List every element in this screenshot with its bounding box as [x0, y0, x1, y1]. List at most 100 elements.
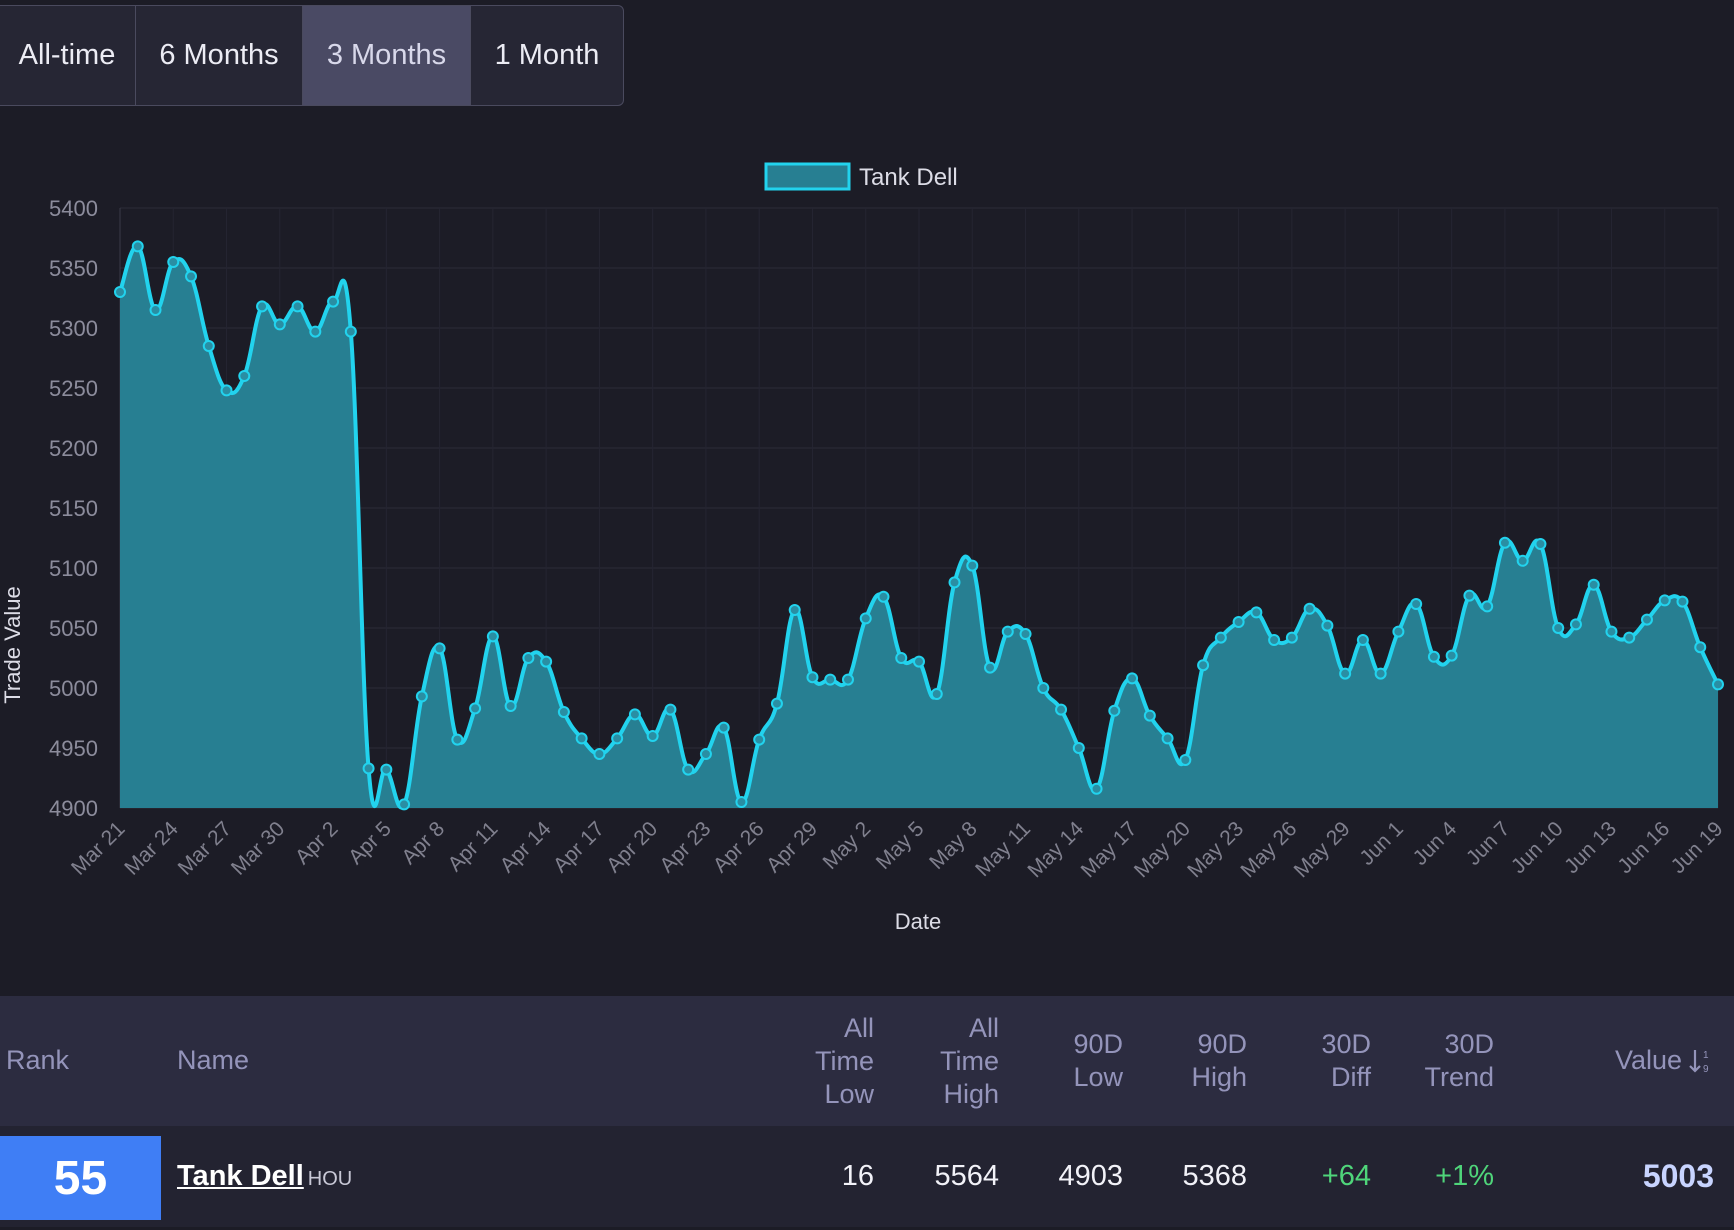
data-point[interactable] [433, 642, 446, 655]
data-point[interactable] [451, 733, 464, 746]
data-point[interactable] [557, 706, 570, 718]
data-point[interactable] [1285, 631, 1298, 644]
data-point[interactable] [824, 673, 837, 686]
data-point[interactable] [806, 671, 819, 684]
data-point[interactable] [628, 708, 641, 721]
data-point[interactable] [1427, 650, 1440, 663]
data-point[interactable] [1623, 631, 1636, 644]
data-point[interactable] [1214, 631, 1227, 644]
data-point[interactable] [753, 733, 766, 746]
data-point[interactable] [575, 732, 588, 745]
data-point[interactable] [1161, 732, 1174, 745]
sort-descending-icon[interactable]: 1 9 [1688, 1047, 1714, 1075]
header-30d-diff[interactable]: 30D Diff [1321, 1029, 1371, 1092]
data-point[interactable] [1001, 625, 1014, 638]
data-point[interactable] [1410, 598, 1423, 610]
data-point[interactable] [1126, 672, 1139, 685]
data-point[interactable] [1072, 742, 1085, 754]
data-point[interactable] [273, 318, 286, 331]
tab-1-month[interactable]: 1 Month [494, 39, 600, 71]
data-point[interactable] [1640, 613, 1653, 626]
data-point[interactable] [415, 690, 428, 703]
data-point[interactable] [185, 270, 198, 283]
data-point[interactable] [1605, 625, 1618, 638]
data-point[interactable] [1197, 659, 1210, 672]
data-point[interactable] [380, 763, 393, 776]
data-point[interactable] [291, 300, 304, 313]
data-point[interactable] [344, 325, 357, 338]
data-point[interactable] [114, 286, 126, 298]
data-point[interactable] [1676, 595, 1689, 608]
player-link[interactable]: Tank Dell [177, 1160, 304, 1192]
data-point[interactable] [1658, 594, 1671, 607]
data-point[interactable] [841, 673, 854, 686]
data-point[interactable] [1037, 682, 1050, 694]
data-point[interactable] [1356, 634, 1369, 646]
data-point[interactable] [1694, 641, 1707, 654]
data-point[interactable] [1498, 536, 1511, 549]
data-point[interactable] [504, 700, 517, 712]
data-point[interactable] [1268, 634, 1281, 646]
data-point[interactable] [930, 688, 943, 700]
data-point[interactable] [1339, 667, 1352, 680]
data-point[interactable] [1712, 678, 1724, 691]
data-point[interactable] [202, 340, 215, 352]
data-point[interactable] [859, 612, 872, 625]
data-point[interactable] [717, 721, 730, 734]
header-90d-high[interactable]: 90D High [1191, 1029, 1247, 1092]
data-point[interactable] [611, 732, 624, 745]
data-point[interactable] [593, 748, 606, 760]
data-point[interactable] [327, 295, 340, 308]
data-point[interactable] [238, 370, 251, 382]
data-point[interactable] [1250, 606, 1263, 619]
data-point[interactable] [984, 661, 997, 674]
data-point[interactable] [167, 256, 180, 268]
tab-all-time[interactable]: All-time [0, 6, 136, 105]
data-point[interactable] [948, 576, 961, 589]
data-point[interactable] [220, 384, 233, 397]
data-point[interactable] [966, 559, 979, 572]
data-point[interactable] [1445, 649, 1458, 662]
data-point[interactable] [256, 300, 269, 313]
data-point[interactable] [1055, 703, 1068, 716]
data-point[interactable] [540, 655, 553, 668]
data-point[interactable] [149, 304, 162, 316]
tab-6-months[interactable]: 6 Months [136, 6, 303, 105]
data-point[interactable] [1587, 578, 1600, 591]
data-point[interactable] [362, 762, 375, 775]
data-point[interactable] [1108, 704, 1121, 717]
data-point[interactable] [1374, 667, 1387, 680]
header-90d-low[interactable]: 90D Low [1073, 1029, 1123, 1092]
data-point[interactable] [1303, 602, 1316, 615]
tab-3-months[interactable]: 3 Months [303, 6, 471, 105]
data-point[interactable] [1019, 628, 1032, 640]
header-all-time-high[interactable]: All Time High [940, 1013, 999, 1109]
header-all-time-low[interactable]: All Time Low [815, 1013, 874, 1109]
data-point[interactable] [788, 604, 801, 616]
data-point[interactable] [1463, 589, 1476, 602]
data-point[interactable] [131, 240, 144, 253]
data-point[interactable] [469, 702, 482, 715]
header-value[interactable]: Value 1 9 [1615, 1044, 1714, 1077]
data-point[interactable] [646, 730, 659, 742]
data-point[interactable] [486, 630, 499, 643]
data-point[interactable] [913, 655, 925, 668]
data-point[interactable] [398, 798, 411, 811]
data-point[interactable] [1569, 618, 1582, 631]
data-point[interactable] [1516, 554, 1529, 567]
data-point[interactable] [877, 590, 890, 603]
header-30d-trend[interactable]: 30D Trend [1424, 1029, 1494, 1092]
data-point[interactable] [770, 697, 783, 710]
data-point[interactable] [1534, 538, 1547, 550]
table-row[interactable]: 55 Tank Dell HOU 16 5564 4903 5368 +64 +1… [0, 1126, 1734, 1227]
data-point[interactable] [522, 652, 535, 664]
data-point[interactable] [1392, 625, 1405, 638]
data-point[interactable] [1179, 754, 1192, 766]
header-rank[interactable]: Rank [6, 1045, 70, 1075]
data-point[interactable] [895, 652, 908, 664]
data-point[interactable] [1321, 619, 1334, 632]
data-point[interactable] [1481, 600, 1494, 613]
data-point[interactable] [1232, 616, 1245, 628]
chart-legend[interactable]: Tank Dell [764, 162, 958, 191]
data-point[interactable] [699, 748, 712, 760]
